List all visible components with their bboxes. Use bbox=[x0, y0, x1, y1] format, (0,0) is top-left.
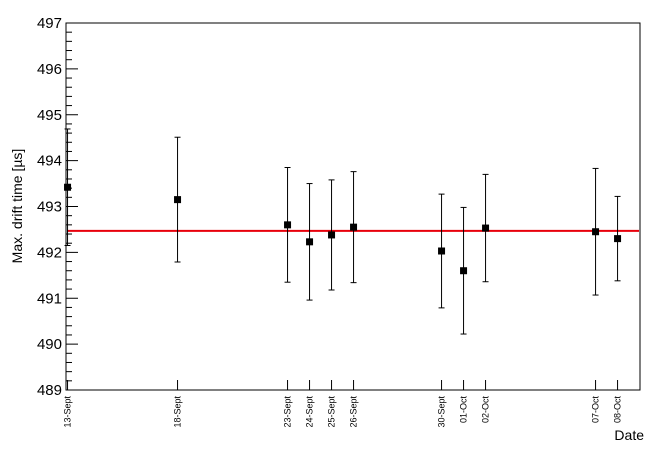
point-marker bbox=[460, 267, 468, 275]
x-axis-ticks: 13-Sept 18-Sept 23-Sept 24-Sept 25-Sept 26-Se… bbox=[63, 380, 623, 428]
point-marker bbox=[328, 231, 336, 239]
y-tick-label: 491 bbox=[37, 290, 62, 307]
point-marker bbox=[64, 183, 72, 191]
point-marker bbox=[438, 247, 446, 255]
y-tick-label: 492 bbox=[37, 244, 62, 261]
data-point-26-Sept bbox=[350, 171, 358, 284]
x-tick-label: 02-Oct bbox=[481, 396, 491, 424]
point-marker bbox=[306, 238, 314, 246]
data-point-30-Sept bbox=[438, 193, 446, 309]
point-marker bbox=[592, 228, 600, 236]
y-tick-label: 496 bbox=[37, 61, 62, 78]
point-marker bbox=[350, 223, 358, 231]
y-tick-label: 490 bbox=[37, 336, 62, 353]
plot-frame bbox=[65, 22, 641, 391]
point-marker bbox=[614, 235, 622, 243]
x-tick-label: 13-Sept bbox=[63, 396, 73, 428]
x-axis-title: Date bbox=[614, 427, 644, 443]
data-point-25-Sept bbox=[328, 179, 336, 291]
x-tick-label: 30-Sept bbox=[437, 396, 447, 428]
x-tick-label: 08-Oct bbox=[613, 396, 623, 424]
y-tick-label: 493 bbox=[37, 199, 62, 216]
y-axis-ticks: 489 490 491 492 493 494 495 496 497 bbox=[37, 15, 78, 399]
y-axis-title: Max. drift time [µs] bbox=[9, 149, 25, 264]
y-tick-label: 489 bbox=[37, 382, 62, 399]
data-point-23-Sept bbox=[284, 167, 292, 283]
data-point-24-Sept bbox=[306, 183, 314, 301]
data-point-01-Oct bbox=[460, 206, 468, 335]
point-marker bbox=[482, 224, 490, 232]
y-tick-label: 494 bbox=[37, 153, 62, 170]
x-tick-label: 26-Sept bbox=[349, 396, 359, 428]
data-point-07-Oct bbox=[592, 167, 600, 296]
x-tick-label: 23-Sept bbox=[283, 396, 293, 428]
x-tick-label: 01-Oct bbox=[459, 396, 469, 424]
x-tick-label: 18-Sept bbox=[173, 396, 183, 428]
data-point-18-Sept bbox=[174, 136, 182, 263]
data-point-13-Sept bbox=[64, 128, 72, 246]
data-point-02-Oct bbox=[482, 173, 490, 283]
y-tick-label: 495 bbox=[37, 107, 62, 124]
data-points bbox=[64, 128, 622, 335]
y-tick-label: 497 bbox=[37, 15, 62, 32]
x-tick-label: 25-Sept bbox=[327, 396, 337, 428]
point-marker bbox=[174, 196, 182, 204]
x-tick-label: 24-Sept bbox=[305, 396, 315, 428]
point-marker bbox=[284, 221, 292, 229]
x-tick-label: 07-Oct bbox=[591, 396, 601, 424]
data-point-08-Oct bbox=[614, 195, 622, 282]
